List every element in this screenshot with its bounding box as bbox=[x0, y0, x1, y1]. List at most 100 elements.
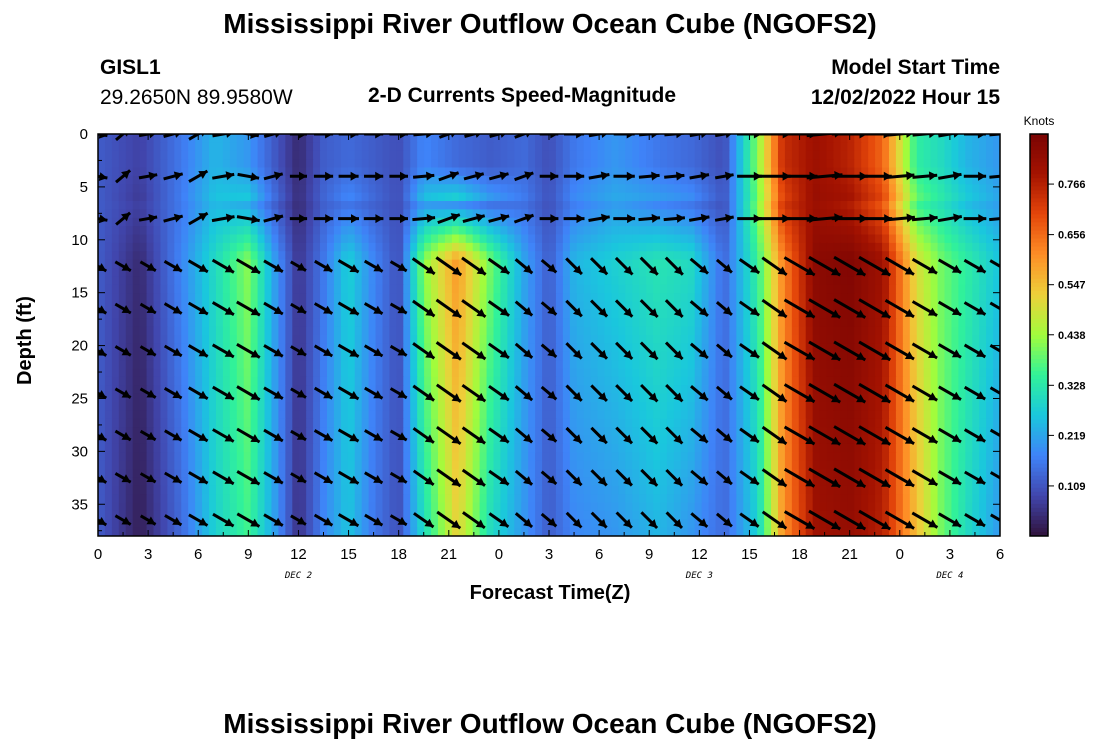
heatmap-cell bbox=[895, 259, 904, 269]
heatmap-cell bbox=[375, 159, 384, 169]
heatmap-cell bbox=[729, 376, 737, 386]
heatmap-cell bbox=[486, 335, 495, 344]
heatmap-cell bbox=[618, 159, 626, 169]
heatmap-cell bbox=[895, 284, 904, 294]
heatmap-cell bbox=[431, 293, 439, 303]
heatmap-cell bbox=[798, 301, 807, 311]
heatmap-cell bbox=[146, 301, 155, 311]
heatmap-cell bbox=[188, 351, 196, 361]
heatmap-cell bbox=[916, 376, 925, 386]
heatmap-cell bbox=[528, 360, 536, 370]
heatmap-cell bbox=[812, 435, 821, 445]
heatmap-cell bbox=[458, 410, 467, 420]
heatmap-cell bbox=[139, 376, 148, 386]
heatmap-cell bbox=[347, 376, 356, 386]
heatmap-cell bbox=[771, 284, 779, 294]
heatmap-cell bbox=[625, 335, 633, 344]
heatmap-cell bbox=[951, 209, 959, 219]
heatmap-cell bbox=[243, 134, 252, 143]
heatmap-cell bbox=[687, 134, 696, 143]
heatmap-cell bbox=[625, 368, 633, 378]
heatmap-cell bbox=[875, 175, 883, 185]
heatmap-cell bbox=[562, 259, 571, 269]
heatmap-cell bbox=[451, 427, 460, 437]
heatmap-cell bbox=[715, 418, 724, 428]
heatmap-cell bbox=[209, 343, 217, 353]
heatmap-cell bbox=[882, 276, 890, 286]
heatmap-cell bbox=[653, 351, 661, 361]
heatmap-cell bbox=[986, 142, 994, 152]
heatmap-cell bbox=[750, 159, 758, 169]
heatmap-cell bbox=[500, 242, 508, 252]
heatmap-cell bbox=[472, 201, 481, 210]
heatmap-cell bbox=[764, 335, 772, 344]
heatmap-cell bbox=[549, 167, 557, 177]
heatmap-cell bbox=[507, 410, 515, 420]
heatmap-cell bbox=[611, 427, 619, 437]
heatmap-cell bbox=[451, 201, 460, 210]
heatmap-cell bbox=[812, 326, 821, 336]
heatmap-cell bbox=[909, 184, 918, 194]
heatmap-cell bbox=[535, 335, 543, 344]
heatmap-cell bbox=[98, 142, 106, 152]
heatmap-cell bbox=[410, 343, 418, 353]
heatmap-cell bbox=[424, 360, 432, 370]
heatmap-cell bbox=[798, 192, 807, 202]
heatmap-cell bbox=[153, 360, 162, 370]
heatmap-cell bbox=[819, 242, 828, 252]
heatmap-cell bbox=[209, 276, 217, 286]
heatmap-cell bbox=[382, 142, 391, 152]
heatmap-cell bbox=[444, 284, 453, 294]
heatmap-cell bbox=[479, 301, 488, 311]
heatmap-cell bbox=[937, 201, 946, 210]
heatmap-cell bbox=[847, 376, 855, 386]
heatmap-cell bbox=[181, 217, 189, 227]
heatmap-cell bbox=[132, 427, 141, 437]
heatmap-cell bbox=[965, 226, 973, 236]
heatmap-cell bbox=[292, 335, 300, 344]
heatmap-cell bbox=[771, 360, 779, 370]
heatmap-cell bbox=[437, 268, 446, 277]
heatmap-cell bbox=[764, 134, 772, 143]
heatmap-cell bbox=[729, 159, 737, 169]
heatmap-cell bbox=[653, 134, 661, 143]
heatmap-cell bbox=[257, 418, 266, 428]
heatmap-cell bbox=[472, 150, 481, 160]
heatmap-cell bbox=[389, 418, 397, 428]
heatmap-cell bbox=[451, 293, 460, 303]
heatmap-cell bbox=[916, 184, 925, 194]
heatmap-cell bbox=[146, 360, 155, 370]
heatmap-cell bbox=[729, 335, 737, 344]
heatmap-cell bbox=[569, 192, 578, 202]
heatmap-cell bbox=[923, 368, 932, 378]
heatmap-cell bbox=[215, 150, 224, 160]
heatmap-cell bbox=[729, 293, 737, 303]
heatmap-cell bbox=[743, 335, 751, 344]
heatmap-cell bbox=[611, 184, 619, 194]
heatmap-cell bbox=[389, 335, 397, 344]
heatmap-cell bbox=[535, 385, 543, 395]
heatmap-cell bbox=[708, 351, 717, 361]
heatmap-cell bbox=[181, 142, 189, 152]
heatmap-cell bbox=[847, 393, 855, 403]
heatmap-cell bbox=[368, 452, 377, 462]
heatmap-cell bbox=[396, 150, 404, 160]
heatmap-cell bbox=[181, 234, 189, 244]
heatmap-cell bbox=[680, 175, 689, 185]
heatmap-cell bbox=[202, 242, 210, 252]
heatmap-cell bbox=[444, 335, 453, 344]
heatmap-cell bbox=[271, 276, 279, 286]
heatmap-cell bbox=[979, 175, 987, 185]
heatmap-cell bbox=[375, 343, 384, 353]
heatmap-cell bbox=[590, 443, 599, 453]
heatmap-cell bbox=[229, 226, 238, 236]
heatmap-cell bbox=[680, 134, 689, 143]
heatmap-cell bbox=[375, 192, 384, 202]
heatmap-cell bbox=[993, 184, 1000, 194]
heatmap-cell bbox=[680, 234, 689, 244]
heatmap-cell bbox=[972, 301, 980, 311]
heatmap-cell bbox=[958, 385, 966, 395]
heatmap-cell bbox=[389, 293, 397, 303]
heatmap-cell bbox=[229, 326, 238, 336]
heatmap-cell bbox=[694, 427, 703, 437]
